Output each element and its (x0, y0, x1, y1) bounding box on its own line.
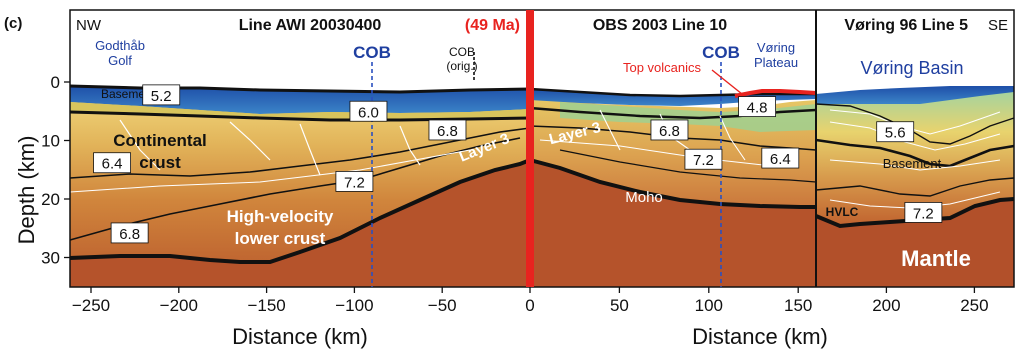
x-tick-label: 200 (872, 296, 900, 315)
left-mid-crust-line (69, 127, 531, 179)
contour-label: 5.2 (151, 88, 172, 105)
y-axis: 0 10 20 30 (41, 73, 70, 268)
middle-top-volcanics-line (734, 89, 817, 98)
contour-label: 7.2 (913, 205, 934, 222)
contour-labels: 5.2 6.0 6.8 6.4 7.2 6.8 4.8 6.8 7.2 6.4 5.6 7.2 (93, 84, 943, 244)
label-hvlc-right: HVLC (826, 205, 859, 219)
label-crust: crust (139, 153, 181, 172)
contour-label-box (93, 152, 131, 174)
place-voring-basin: Vøring Basin (860, 58, 963, 78)
x-tick-label: 100 (695, 296, 723, 315)
y-tick-label: 10 (41, 132, 60, 151)
direction-se: SE (988, 17, 1008, 34)
contour-label-box (335, 171, 374, 192)
contour-label: 7.2 (344, 174, 365, 191)
x-tick-label: 0 (525, 296, 534, 315)
x-axis-label-left: Distance (km) (232, 324, 368, 349)
place-plateau: Plateau (754, 55, 798, 70)
contour-label-box (684, 148, 723, 170)
x-tick-label: −50 (428, 296, 457, 315)
x-tick-label: 150 (784, 296, 812, 315)
center-red-line (526, 10, 534, 287)
right-water (816, 86, 1014, 104)
title-right: Vøring 96 Line 5 (844, 17, 968, 34)
title-left: Line AWI 20030400 (239, 17, 382, 34)
middle-basement (529, 106, 817, 120)
plot-frame (69, 9, 1015, 288)
y-axis-label: Depth (km) (14, 136, 39, 245)
label-basement-left: Basement (101, 87, 156, 101)
x-tick-label: −150 (247, 296, 285, 315)
direction-nw: NW (76, 17, 102, 34)
cob-label-middle: COB (702, 43, 740, 62)
x-tick-label: −250 (72, 296, 110, 315)
contour-label-box (110, 222, 149, 244)
label-moho: Moho (625, 189, 663, 206)
x-axis-label-right: Distance (km) (692, 324, 828, 349)
right-panel (815, 86, 1015, 287)
title-middle: OBS 2003 Line 10 (593, 17, 727, 34)
left-mantle-body (70, 160, 530, 287)
x-tick-label: 50 (610, 296, 629, 315)
label-hvlc-2: lower crust (235, 229, 326, 248)
contour-label-box (738, 96, 776, 117)
middle-seafloor (529, 87, 816, 98)
label-basement-right: Basement (883, 156, 942, 171)
place-godthab: Godthåb (95, 38, 145, 53)
contour-label: 6.8 (659, 123, 680, 140)
middle-moho (529, 158, 816, 209)
contour-label-box (142, 84, 181, 106)
left-moho (69, 158, 531, 264)
right-lower-crust-line (815, 177, 1015, 197)
right-basement (815, 138, 1015, 168)
contour-label-box (904, 202, 943, 223)
cob-orig-label-1: COB (449, 45, 475, 59)
contour-label: 6.8 (437, 123, 458, 140)
top-volcanics-label: Top volcanics (623, 60, 702, 75)
x-axis: −250 −200 −150 −100 −50 0 50 100 150 200 250 (72, 287, 989, 315)
contour-label-box (349, 100, 388, 122)
center-age: (49 Ma) (465, 17, 520, 34)
contour-label: 4.8 (747, 100, 768, 117)
right-mantle-body (816, 199, 1014, 287)
middle-panel (529, 87, 817, 287)
contour-label-box (876, 121, 915, 143)
contour-label-box (761, 147, 800, 169)
x-tick-label: −200 (160, 296, 198, 315)
contour-label: 6.4 (102, 156, 123, 173)
contour-label: 7.2 (693, 152, 714, 169)
y-tick-label: 0 (51, 73, 60, 92)
middle-lower-line (559, 149, 817, 183)
contour-label-box (650, 119, 689, 141)
contour-label: 5.6 (885, 125, 906, 142)
place-golf: Golf (108, 53, 132, 68)
place-voring: Vøring (757, 40, 795, 55)
x-tick-label: 250 (960, 296, 988, 315)
middle-mantle-body (530, 160, 816, 287)
contour-label: 6.8 (119, 226, 140, 243)
label-hvlc-1: High-velocity (227, 207, 334, 226)
x-tick-label: −100 (335, 296, 373, 315)
cob-orig-label-2: (orig.) (446, 59, 477, 73)
right-basin-upper (815, 103, 1015, 145)
label-continental: Continental (113, 131, 207, 150)
panel-label: (c) (4, 15, 22, 32)
y-tick-label: 30 (41, 249, 60, 268)
y-tick-label: 20 (41, 190, 60, 209)
top-volcanics-leader (711, 69, 743, 95)
cob-label-left: COB (353, 43, 391, 62)
contour-label: 6.0 (358, 104, 379, 121)
left-basement (69, 110, 531, 122)
label-mantle: Mantle (901, 246, 971, 271)
contour-label-box (428, 119, 467, 141)
contour-label: 6.4 (770, 151, 791, 168)
